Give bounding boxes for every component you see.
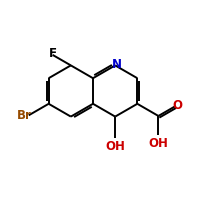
Text: N: N bbox=[112, 58, 122, 71]
Text: OH: OH bbox=[105, 140, 125, 153]
Text: OH: OH bbox=[148, 137, 168, 150]
Text: F: F bbox=[49, 47, 57, 60]
Text: O: O bbox=[172, 99, 182, 112]
Text: Br: Br bbox=[17, 109, 32, 122]
